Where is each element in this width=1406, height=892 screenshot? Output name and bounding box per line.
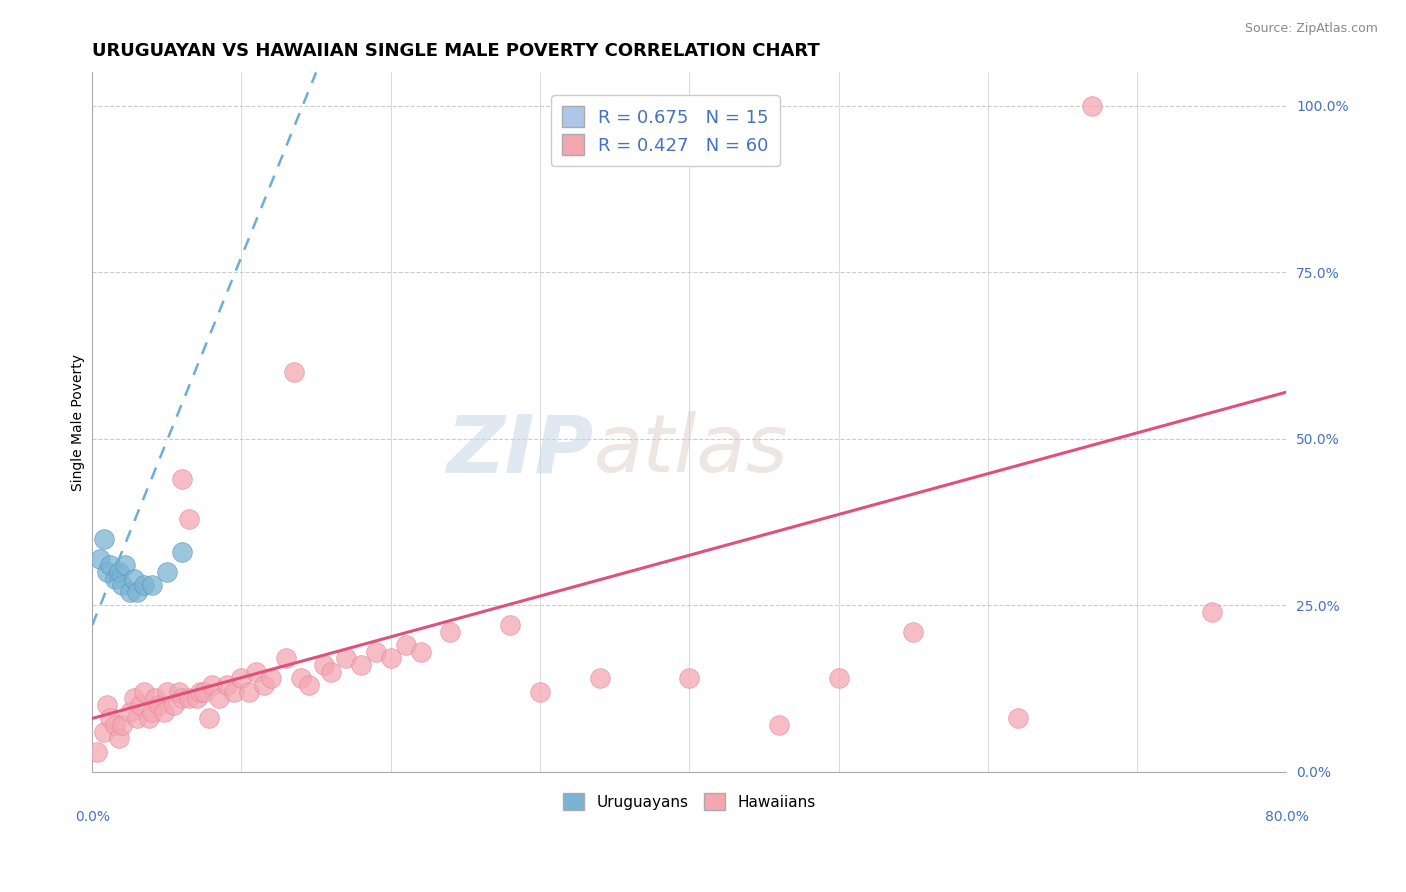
- Point: [170, 472, 193, 486]
- Point: [1007, 711, 1029, 725]
- Point: [96, 698, 118, 712]
- Point: [163, 698, 186, 712]
- Point: [395, 638, 418, 652]
- Point: [156, 565, 179, 579]
- Point: [283, 365, 305, 379]
- Point: [201, 678, 224, 692]
- Point: [903, 624, 925, 639]
- Point: [111, 578, 134, 592]
- Point: [98, 711, 121, 725]
- Point: [153, 705, 176, 719]
- Point: [170, 691, 193, 706]
- Point: [197, 711, 219, 725]
- Point: [312, 658, 335, 673]
- Point: [134, 578, 156, 592]
- Text: 80.0%: 80.0%: [1264, 810, 1309, 824]
- Point: [138, 711, 160, 725]
- Point: [208, 691, 231, 706]
- Point: [276, 651, 298, 665]
- Point: [134, 685, 156, 699]
- Point: [156, 685, 179, 699]
- Point: [186, 691, 208, 706]
- Point: [89, 551, 111, 566]
- Text: 0.0%: 0.0%: [75, 810, 110, 824]
- Point: [108, 565, 131, 579]
- Point: [148, 698, 170, 712]
- Point: [125, 585, 148, 599]
- Point: [118, 585, 141, 599]
- Point: [589, 672, 612, 686]
- Point: [143, 691, 166, 706]
- Point: [108, 731, 131, 746]
- Point: [188, 685, 211, 699]
- Point: [122, 572, 145, 586]
- Point: [364, 645, 387, 659]
- Point: [380, 651, 402, 665]
- Point: [499, 618, 522, 632]
- Point: [193, 685, 215, 699]
- Text: Source: ZipAtlas.com: Source: ZipAtlas.com: [1244, 22, 1378, 36]
- Point: [103, 572, 125, 586]
- Point: [111, 718, 134, 732]
- Point: [114, 558, 136, 573]
- Point: [290, 672, 312, 686]
- Point: [129, 698, 152, 712]
- Point: [1081, 99, 1104, 113]
- Point: [768, 718, 790, 732]
- Point: [319, 665, 342, 679]
- Point: [335, 651, 357, 665]
- Text: ZIP: ZIP: [447, 411, 593, 489]
- Point: [122, 691, 145, 706]
- Point: [141, 578, 163, 592]
- Point: [253, 678, 276, 692]
- Point: [215, 678, 238, 692]
- Point: [93, 532, 115, 546]
- Point: [98, 558, 121, 573]
- Point: [827, 672, 849, 686]
- Point: [86, 745, 108, 759]
- Point: [409, 645, 432, 659]
- Point: [179, 511, 201, 525]
- Point: [179, 691, 201, 706]
- Point: [118, 705, 141, 719]
- Y-axis label: Single Male Poverty: Single Male Poverty: [72, 353, 86, 491]
- Point: [96, 565, 118, 579]
- Point: [141, 705, 163, 719]
- Point: [529, 685, 551, 699]
- Point: [103, 718, 125, 732]
- Point: [678, 672, 700, 686]
- Point: [260, 672, 283, 686]
- Point: [222, 685, 245, 699]
- Point: [298, 678, 321, 692]
- Point: [170, 545, 193, 559]
- Point: [439, 624, 461, 639]
- Point: [231, 672, 253, 686]
- Point: [167, 685, 190, 699]
- Text: atlas: atlas: [593, 411, 789, 489]
- Point: [125, 711, 148, 725]
- Point: [245, 665, 267, 679]
- Legend: Uruguayans, Hawaiians: Uruguayans, Hawaiians: [557, 787, 823, 816]
- Point: [350, 658, 373, 673]
- Point: [1201, 605, 1223, 619]
- Point: [238, 685, 260, 699]
- Text: URUGUAYAN VS HAWAIIAN SINGLE MALE POVERTY CORRELATION CHART: URUGUAYAN VS HAWAIIAN SINGLE MALE POVERT…: [93, 42, 820, 60]
- Point: [93, 724, 115, 739]
